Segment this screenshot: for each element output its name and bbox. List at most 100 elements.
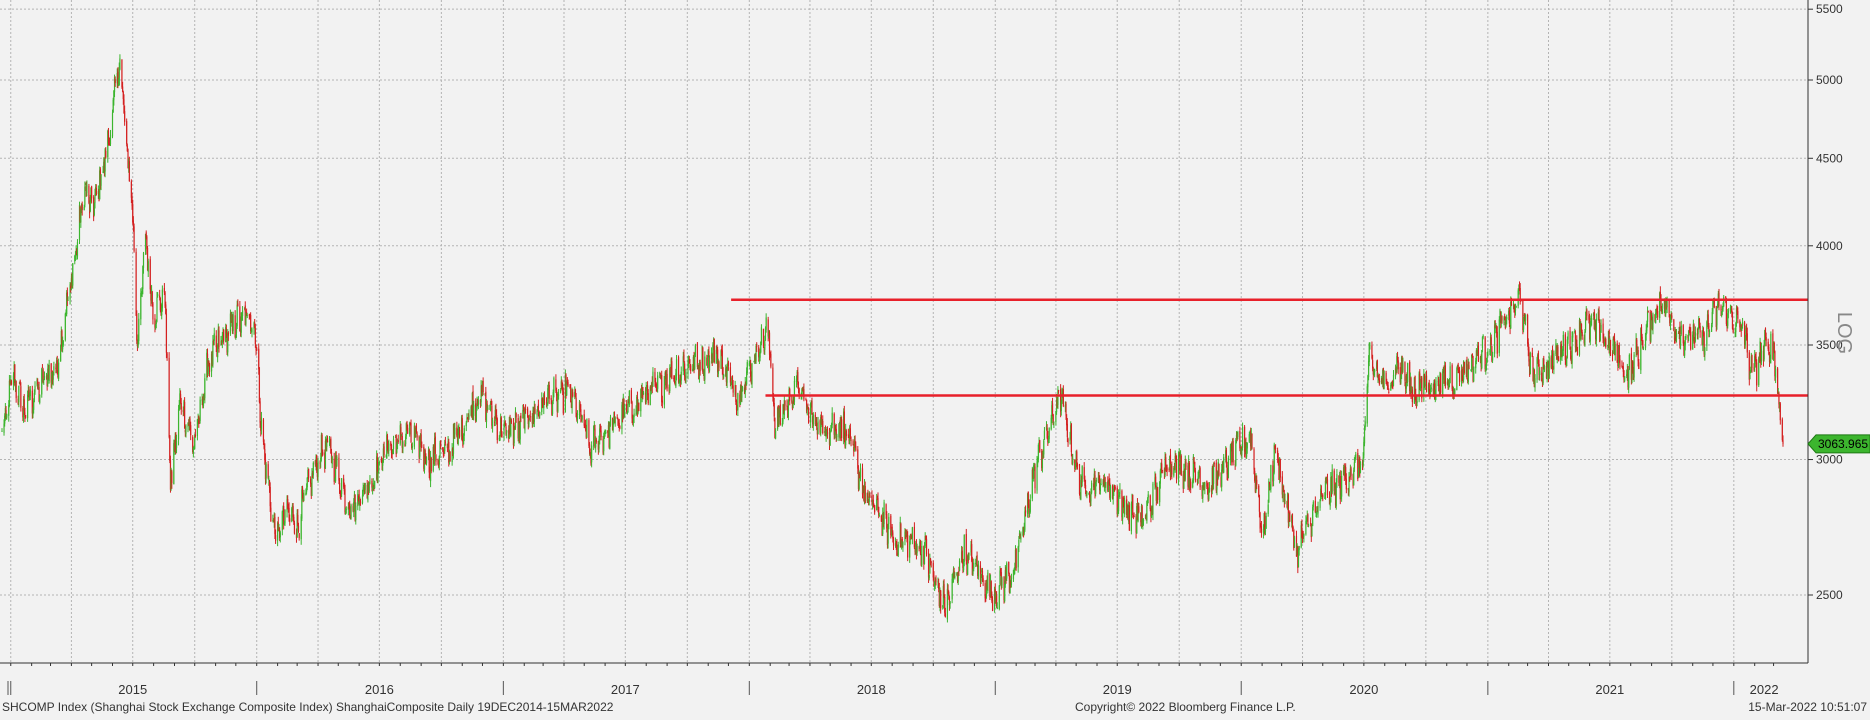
candle-body	[774, 417, 776, 439]
candle-body	[1409, 377, 1411, 391]
candle-body	[541, 398, 543, 413]
candle-body	[1458, 370, 1461, 382]
candle-body	[1083, 467, 1085, 479]
candle-body	[225, 326, 227, 342]
x-tick-label: 2018	[857, 682, 886, 697]
candle-body	[1137, 507, 1139, 521]
candle-body	[1003, 576, 1005, 601]
candle-body	[111, 112, 114, 137]
candle-body	[140, 292, 143, 296]
candle-body	[529, 418, 531, 421]
candle-body	[1657, 311, 1659, 318]
candle-body	[1668, 300, 1670, 314]
candle-body	[675, 373, 677, 387]
candle-body	[1321, 495, 1323, 497]
candle-body	[325, 440, 327, 448]
candle-body	[1512, 304, 1515, 306]
candle-body	[1207, 487, 1209, 500]
candle-body	[1216, 472, 1218, 490]
candle-body	[1231, 444, 1233, 463]
candle-body	[81, 204, 83, 210]
candle-body	[1763, 344, 1765, 360]
candle-body	[1268, 481, 1270, 503]
candle-body	[1154, 477, 1156, 486]
candle-body	[524, 408, 526, 431]
candle-body	[1661, 309, 1663, 314]
candle-body	[52, 371, 54, 380]
candle-body	[471, 405, 473, 417]
candle-body	[297, 514, 299, 526]
candle-body	[429, 456, 432, 482]
candle-body	[536, 411, 538, 416]
candle-body	[932, 562, 934, 578]
candle-body	[103, 159, 106, 171]
candle-body	[795, 378, 798, 382]
candle-body	[1052, 414, 1054, 425]
candle-body	[1317, 506, 1319, 514]
candle-body	[339, 494, 341, 496]
candle-body	[1458, 371, 1460, 373]
candle-body	[1170, 467, 1172, 476]
candle-body	[1694, 340, 1696, 343]
candle-body	[364, 482, 366, 490]
candle-body	[1419, 384, 1422, 389]
candle-body	[1013, 569, 1015, 571]
candle-body	[1590, 317, 1592, 323]
candle-body	[1683, 342, 1685, 356]
candle-body	[1741, 327, 1743, 331]
candle-body	[1744, 337, 1746, 346]
candle-body	[863, 484, 866, 503]
candle-body	[239, 331, 242, 333]
candle-body	[149, 259, 151, 290]
candle-body	[282, 507, 284, 510]
candle-body	[1600, 324, 1602, 332]
candle-body	[882, 514, 885, 524]
candle-body	[796, 371, 798, 380]
candle-body	[1093, 483, 1095, 488]
candle-body	[1392, 374, 1395, 386]
candle-body	[708, 351, 710, 371]
candle-body	[369, 480, 371, 484]
candle-body	[1103, 478, 1105, 485]
candle-body	[1173, 467, 1175, 476]
candle-body	[326, 438, 328, 447]
candle-body	[1363, 441, 1365, 456]
candle-body	[131, 196, 133, 207]
candle-body	[1655, 308, 1657, 316]
candle-body	[1322, 494, 1324, 498]
candle-body	[256, 348, 258, 351]
candle-body	[562, 385, 564, 391]
candle-body	[444, 441, 446, 443]
candle-body	[90, 187, 92, 199]
candle-body	[1180, 455, 1182, 475]
candle-body	[1729, 307, 1732, 312]
candle-body	[1423, 374, 1426, 386]
candle-body	[1023, 527, 1025, 534]
candle-body	[1772, 344, 1775, 360]
candle-body	[923, 546, 925, 564]
candle-body	[896, 544, 898, 556]
candle-body	[1754, 356, 1756, 358]
candle-body	[574, 389, 577, 397]
candle-body	[76, 242, 79, 257]
candle-body	[819, 420, 821, 433]
candle-body	[854, 440, 856, 447]
candle-body	[454, 427, 456, 435]
candle-body	[1043, 430, 1046, 440]
candle-body	[1580, 325, 1582, 340]
candle-body	[859, 474, 861, 479]
candle-body	[1203, 485, 1205, 489]
candle-body	[982, 578, 984, 583]
candle-body	[20, 386, 22, 408]
candle-body	[216, 347, 218, 357]
candle-body	[1109, 482, 1111, 498]
candle-body	[1661, 310, 1663, 312]
candle-body	[74, 256, 76, 262]
candle-body	[1425, 375, 1428, 392]
candle-body	[1387, 385, 1389, 390]
candle-body	[1227, 473, 1229, 479]
candle-body	[27, 390, 29, 394]
candle-body	[1558, 356, 1560, 362]
candle-body	[1454, 389, 1456, 394]
candle-body	[249, 315, 251, 317]
